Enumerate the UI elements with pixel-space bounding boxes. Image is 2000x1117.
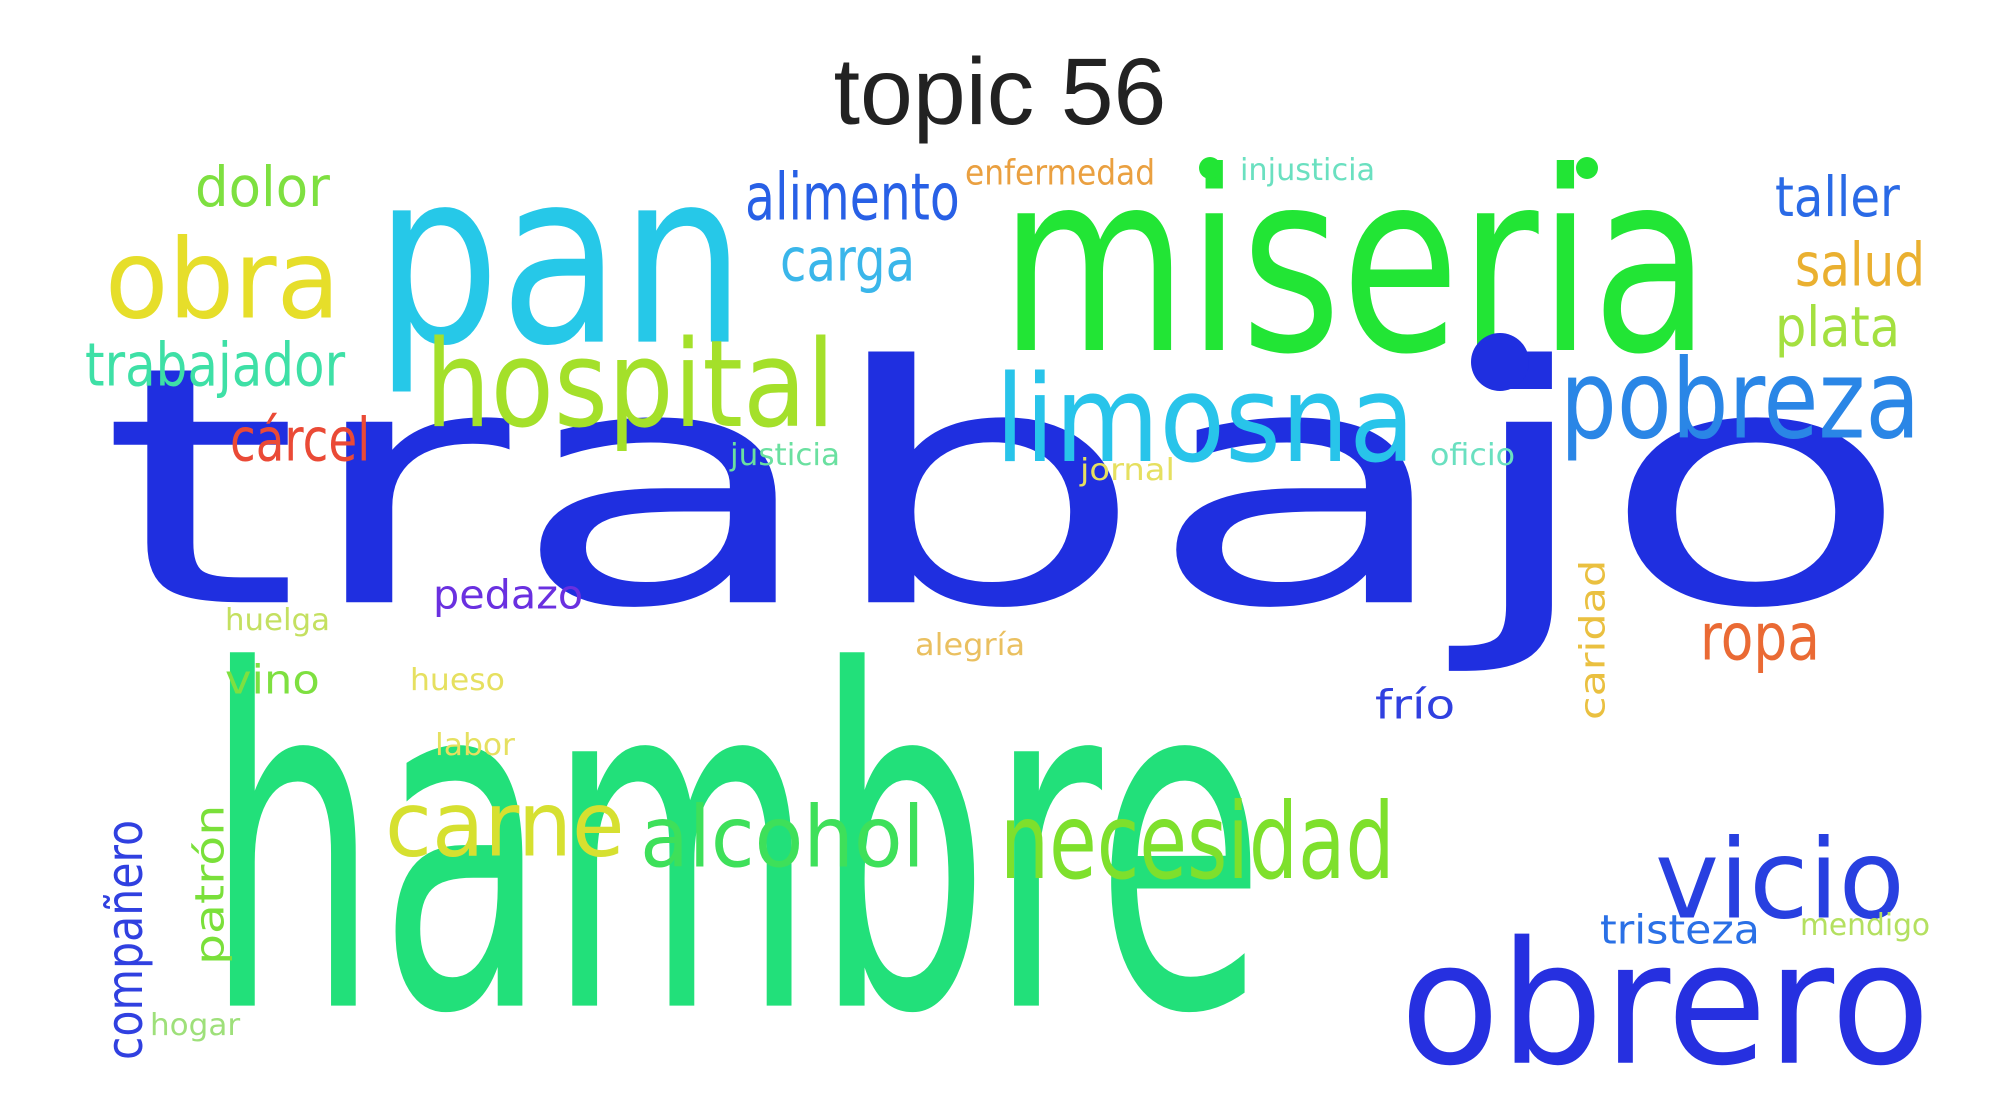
word-limosna: limosna [995, 349, 1415, 490]
word-tristeza: tristeza [1600, 906, 1760, 954]
word-necesidad: necesidad [1000, 780, 1395, 904]
word-plata: plata [1775, 295, 1901, 360]
word-hogar: hogar [150, 1007, 241, 1043]
word-jornal: jornal [1080, 452, 1175, 488]
word-vino: vino [225, 656, 320, 704]
word-alegria: alegría [915, 627, 1026, 663]
word-pedazo: pedazo [433, 571, 584, 619]
word-hospital: hospital [425, 314, 836, 455]
word-caridad: caridad [1571, 559, 1613, 720]
word-salud: salud [1795, 229, 1926, 300]
dot-mark [1199, 157, 1221, 179]
word-trabajador: trabajador [85, 329, 346, 400]
word-labor: labor [435, 727, 515, 763]
word-alimento: alimento [745, 159, 960, 236]
word-pan: pan [375, 118, 746, 400]
word-miseria: miseria [1000, 117, 1710, 410]
word-carcel: cárcel [230, 404, 371, 475]
word-injusticia: injusticia [1240, 152, 1376, 188]
word-obrero: obrero [1400, 904, 1931, 1104]
word-enfermedad: enfermedad [965, 151, 1156, 193]
word-carga: carga [780, 224, 916, 295]
word-dolor: dolor [195, 155, 330, 220]
chart-title: topic 56 [833, 39, 1167, 145]
word-justicia: justicia [730, 437, 841, 473]
word-vicio: vicio [1655, 815, 1905, 944]
word-hueso: hueso [410, 662, 505, 698]
word-patron: patrón [186, 804, 234, 965]
word-mendigo: mendigo [1800, 907, 1931, 943]
word-frio: frío [1375, 681, 1456, 729]
word-obra: obra [105, 215, 341, 344]
word-companero: compañero [95, 819, 155, 1060]
word-oficio: oficio [1430, 437, 1516, 473]
word-ropa: ropa [1700, 599, 1820, 676]
word-alcohol: alcohol [640, 787, 925, 887]
word-carne: carne [385, 771, 625, 878]
word-taller: taller [1775, 165, 1900, 230]
word-trabajo: trabajo [100, 295, 1912, 682]
word-huelga: huelga [225, 602, 330, 638]
dot-mark [1471, 333, 1529, 391]
word-pobreza: pobreza [1560, 335, 1921, 464]
word-hambre: hambre [205, 573, 1265, 1117]
dot-mark [1576, 157, 1598, 179]
